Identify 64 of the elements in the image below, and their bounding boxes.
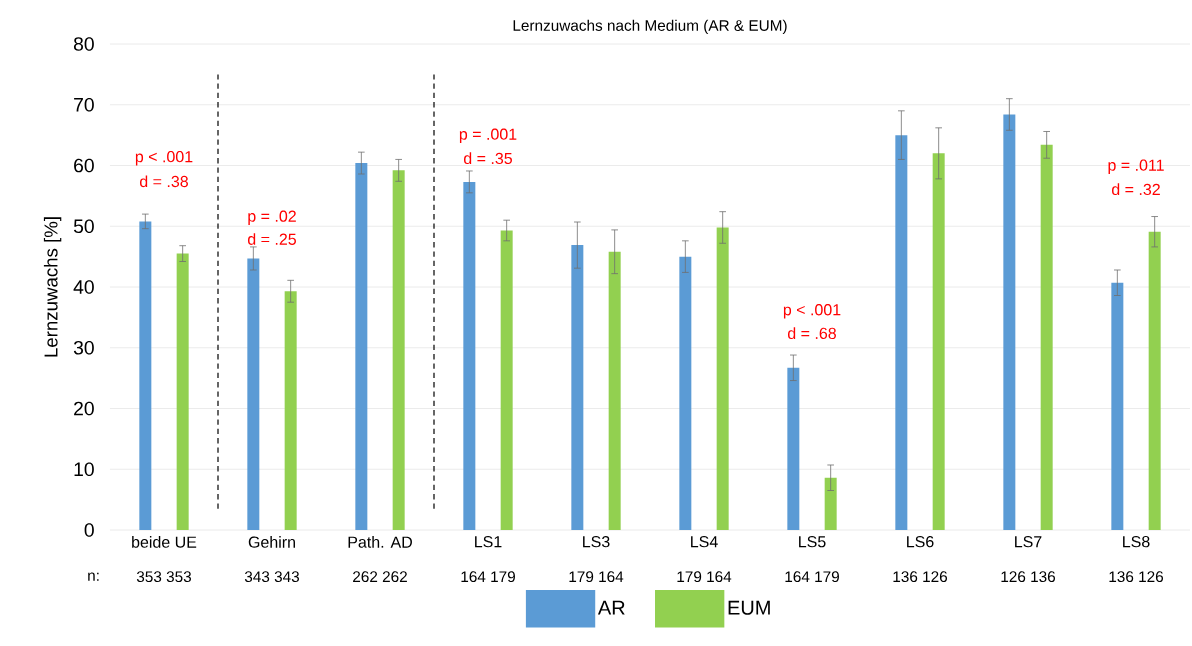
bar [1148, 231, 1161, 530]
text: 179 164 [569, 571, 624, 583]
bar [284, 291, 297, 530]
annotation: d = .35 [463, 152, 512, 165]
bar [787, 367, 800, 530]
bar [1040, 144, 1053, 530]
y-tick-label: 10 [74, 462, 94, 477]
x-tick-label: LS5 [799, 536, 826, 548]
x-tick-label: Gehirn [248, 536, 295, 548]
text: 262 262 [353, 571, 407, 583]
text: n: [88, 572, 99, 581]
bar [679, 256, 692, 530]
bar [139, 221, 152, 530]
text: 179 164 [677, 571, 732, 583]
bar [247, 258, 260, 530]
x-tick-label: Path. AD [348, 536, 412, 548]
text: 136 126 [893, 571, 948, 583]
bar [608, 251, 621, 530]
chart-title: Lernzuwachs nach Medium (AR & EUM) [513, 19, 787, 34]
x-tick-label: LS1 [475, 536, 502, 548]
x-tick-label: LS8 [1123, 536, 1150, 548]
y-tick-label: 30 [73, 340, 94, 355]
annotation: d = .68 [787, 327, 836, 340]
bar [176, 253, 189, 530]
bar [355, 163, 368, 530]
annotation: p = .02 [248, 210, 296, 225]
bar [716, 227, 729, 530]
x-tick-label: LS6 [907, 536, 934, 548]
bar [392, 170, 405, 530]
text: 164 179 [461, 571, 515, 583]
bar [824, 477, 837, 530]
text: 126 136 [1001, 571, 1056, 583]
annotation: p < .001 [135, 150, 193, 166]
text: 353 353 [136, 571, 191, 583]
y-tick-label: 70 [74, 97, 94, 112]
legend-label: EUM [728, 600, 770, 615]
y-tick-label: 20 [74, 401, 94, 416]
y-tick-label: 60 [74, 158, 94, 173]
annotation: d = .32 [1111, 183, 1160, 196]
y-axis-title: Lernzuwachs [%] [43, 217, 62, 357]
annotation: p < .001 [783, 304, 841, 319]
text: 136 126 [1109, 571, 1164, 583]
bar [463, 181, 476, 530]
y-tick-label: 40 [73, 280, 94, 294]
y-tick-label: 80 [73, 37, 94, 51]
annotation: p = .011 [1108, 159, 1164, 174]
bar [1111, 282, 1124, 530]
x-tick-label: beide UE [132, 536, 197, 548]
y-tick-label: 50 [73, 219, 94, 234]
bar [571, 245, 584, 530]
annotation: d = .38 [139, 175, 188, 188]
text: 343 343 [244, 571, 299, 583]
bar [500, 230, 513, 530]
bar [1003, 114, 1016, 530]
x-tick-label: LS3 [583, 536, 610, 548]
x-tick-label: LS7 [1015, 536, 1042, 548]
text: 164 179 [785, 571, 839, 583]
y-tick-label: 0 [84, 523, 94, 537]
x-tick-label: LS4 [691, 536, 718, 548]
legend-label: AR [597, 600, 625, 615]
annotation: d = .25 [247, 233, 296, 245]
bar [932, 153, 945, 530]
bar [895, 135, 908, 530]
annotation: p = .001 [459, 128, 517, 143]
